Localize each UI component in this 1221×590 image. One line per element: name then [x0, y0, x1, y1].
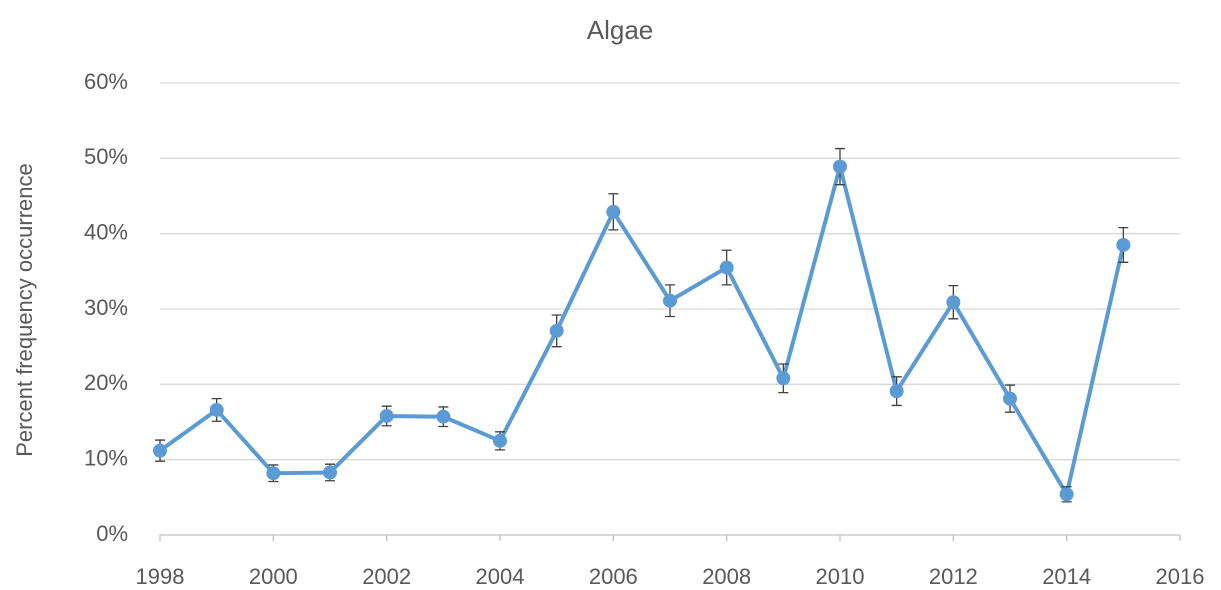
data-point — [323, 465, 337, 480]
x-tick-label: 2004 — [476, 564, 525, 589]
data-point — [719, 260, 734, 275]
x-tick-label: 2016 — [1156, 564, 1205, 589]
data-point — [833, 159, 847, 174]
x-tick-label: 2000 — [249, 564, 298, 589]
chart-title: Algae — [587, 15, 654, 45]
y-tick-label: 10% — [84, 445, 128, 470]
data-point — [209, 402, 224, 417]
y-tick-label: 60% — [84, 69, 128, 94]
y-tick-label: 30% — [84, 295, 128, 320]
data-point — [606, 204, 621, 219]
y-tick-label: 20% — [84, 370, 128, 395]
data-point — [436, 409, 451, 424]
data-point — [776, 371, 791, 386]
data-point — [153, 443, 167, 458]
data-point — [946, 295, 961, 310]
data-point — [1003, 391, 1017, 406]
data-point — [889, 384, 904, 399]
data-point — [379, 408, 394, 423]
x-tick-label: 2012 — [929, 564, 978, 589]
x-tick-label: 2002 — [362, 564, 411, 589]
y-tick-label: 50% — [84, 144, 128, 169]
x-tick-label: 2014 — [1042, 564, 1091, 589]
y-tick-label: 0% — [96, 521, 128, 546]
data-point — [1116, 237, 1131, 252]
y-axis-label: Percent frequency occurrence — [12, 163, 37, 457]
data-point — [663, 293, 677, 308]
x-tick-label: 1998 — [136, 564, 185, 589]
x-tick-label: 2006 — [589, 564, 638, 589]
data-point — [493, 433, 507, 448]
x-tick-label: 2008 — [702, 564, 751, 589]
data-point — [266, 466, 281, 481]
x-tick-label: 2010 — [816, 564, 865, 589]
y-tick-label: 40% — [84, 219, 128, 244]
series-line — [158, 164, 1126, 497]
data-point — [549, 323, 564, 338]
data-point — [1059, 487, 1074, 502]
